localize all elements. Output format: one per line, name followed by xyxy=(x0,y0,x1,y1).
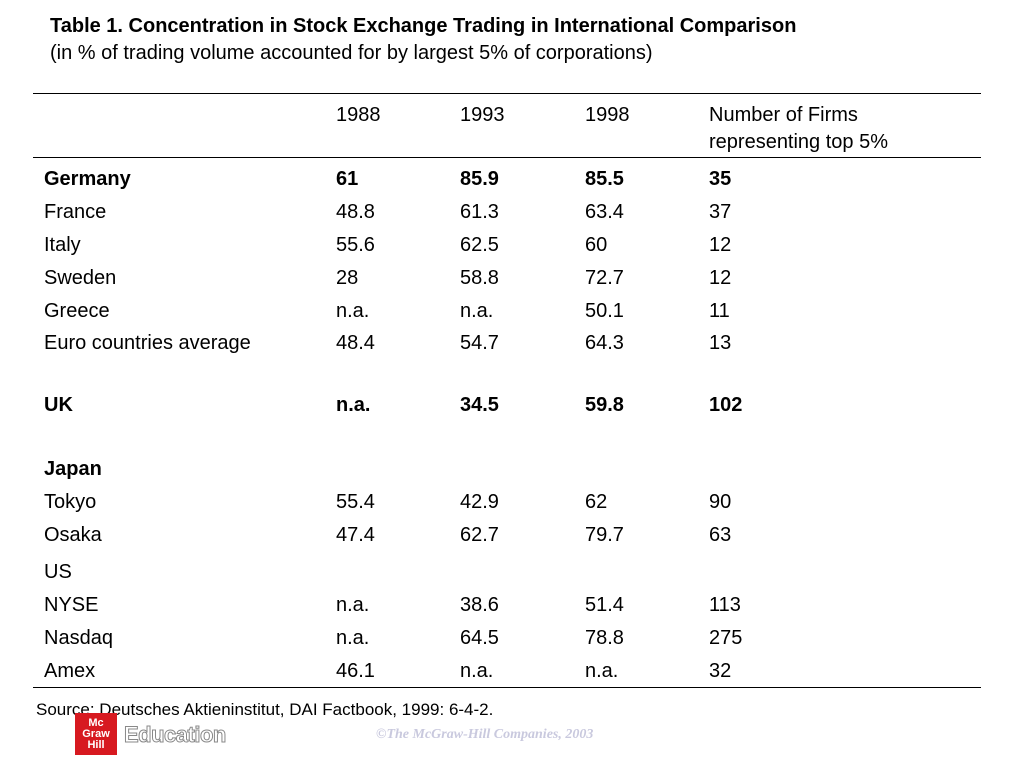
cell-1988: n.a. xyxy=(336,594,370,616)
header-firms-line2: representing top 5% xyxy=(709,131,889,153)
cell-1988: 48.8 xyxy=(336,201,375,223)
cell-1988: 46.1 xyxy=(336,660,375,682)
cell-1993: 58.8 xyxy=(460,267,499,289)
cell-firms: 12 xyxy=(709,234,732,256)
row-label: Osaka xyxy=(44,524,102,546)
row-label: Italy xyxy=(44,234,81,256)
cell-1988: 28 xyxy=(336,267,359,289)
row-label: Germany xyxy=(44,168,131,190)
header-rule xyxy=(33,157,981,158)
cell-1993: 34.5 xyxy=(460,394,499,416)
header-firms-line1: Number of Firms xyxy=(709,104,858,126)
cell-firms: 113 xyxy=(709,594,741,616)
cell-firms: 90 xyxy=(709,491,732,513)
cell-firms: 275 xyxy=(709,627,743,649)
cell-1988: 55.6 xyxy=(336,234,375,256)
cell-firms: 11 xyxy=(709,300,730,322)
cell-1998: 64.3 xyxy=(585,332,624,354)
header-1988: 1988 xyxy=(336,104,381,126)
cell-firms: 102 xyxy=(709,394,743,416)
cell-1998: 85.5 xyxy=(585,168,624,190)
cell-1998: 50.1 xyxy=(585,300,624,322)
cell-1998: 63.4 xyxy=(585,201,624,223)
bottom-rule xyxy=(33,687,981,688)
cell-1988: 55.4 xyxy=(336,491,375,513)
row-label: Japan xyxy=(44,458,102,480)
education-wordmark: Education xyxy=(124,722,227,748)
row-label: US xyxy=(44,561,72,583)
cell-1993: 64.5 xyxy=(460,627,499,649)
header-1993: 1993 xyxy=(460,104,505,126)
top-rule xyxy=(33,93,981,94)
cell-firms: 37 xyxy=(709,201,732,223)
cell-1993: n.a. xyxy=(460,300,494,322)
cell-1993: n.a. xyxy=(460,660,494,682)
row-label: Sweden xyxy=(44,267,117,289)
cell-1998: 79.7 xyxy=(585,524,624,546)
row-label: UK xyxy=(44,394,73,416)
row-label: France xyxy=(44,201,107,223)
row-label: Greece xyxy=(44,300,110,322)
cell-1988: 61 xyxy=(336,168,359,190)
logo-line-3: Hill xyxy=(87,738,105,751)
row-label: Nasdaq xyxy=(44,627,113,649)
cell-1988: 47.4 xyxy=(336,524,375,546)
cell-1988: 48.4 xyxy=(336,332,375,354)
cell-1998: 59.8 xyxy=(585,394,624,416)
cell-1993: 62.7 xyxy=(460,524,499,546)
row-label: Tokyo xyxy=(44,491,97,513)
cell-1993: 54.7 xyxy=(460,332,499,354)
cell-1988: n.a. xyxy=(336,300,370,322)
cell-1998: 62 xyxy=(585,491,608,513)
cell-1993: 85.9 xyxy=(460,168,499,190)
table-title: Table 1. Concentration in Stock Exchange… xyxy=(50,15,797,37)
cell-1998: 51.4 xyxy=(585,594,624,616)
cell-1993: 61.3 xyxy=(460,201,499,223)
cell-1998: 72.7 xyxy=(585,267,624,289)
cell-1993: 38.6 xyxy=(460,594,499,616)
cell-1993: 62.5 xyxy=(460,234,499,256)
cell-firms: 12 xyxy=(709,267,732,289)
cell-1988: n.a. xyxy=(336,627,370,649)
cell-firms: 35 xyxy=(709,168,732,190)
table-subtitle: (in % of trading volume accounted for by… xyxy=(50,42,653,64)
cell-1998: 78.8 xyxy=(585,627,624,649)
mcgraw-hill-logo: Mc Graw Hill xyxy=(75,713,117,755)
copyright-notice: ©The McGraw-Hill Companies, 2003 xyxy=(376,727,594,742)
cell-firms: 63 xyxy=(709,524,732,546)
row-label: NYSE xyxy=(44,594,99,616)
cell-1998: 60 xyxy=(585,234,608,256)
logo-line-2: Graw xyxy=(82,727,110,740)
row-label: Euro countries average xyxy=(44,332,251,354)
cell-firms: 13 xyxy=(709,332,732,354)
cell-1998: n.a. xyxy=(585,660,619,682)
cell-1993: 42.9 xyxy=(460,491,499,513)
cell-firms: 32 xyxy=(709,660,732,682)
source-note: Source: Deutsches Aktieninstitut, DAI Fa… xyxy=(36,700,494,719)
logo-line-1: Mc xyxy=(88,716,104,729)
header-1998: 1998 xyxy=(585,104,630,126)
cell-1988: n.a. xyxy=(336,394,371,416)
row-label: Amex xyxy=(44,660,96,682)
